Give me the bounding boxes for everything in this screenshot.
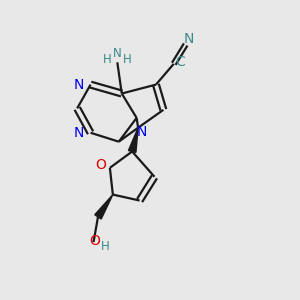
Polygon shape bbox=[95, 195, 113, 219]
Text: O: O bbox=[90, 234, 101, 248]
Text: N: N bbox=[74, 78, 84, 92]
Text: N: N bbox=[74, 126, 84, 140]
Text: O: O bbox=[95, 158, 106, 172]
Text: N: N bbox=[113, 47, 122, 61]
Text: N: N bbox=[184, 32, 194, 46]
Text: H: H bbox=[103, 53, 111, 66]
Text: N: N bbox=[136, 125, 147, 139]
Text: H: H bbox=[101, 240, 110, 253]
Polygon shape bbox=[128, 128, 138, 152]
Text: H: H bbox=[123, 53, 132, 66]
Text: C: C bbox=[176, 55, 185, 69]
